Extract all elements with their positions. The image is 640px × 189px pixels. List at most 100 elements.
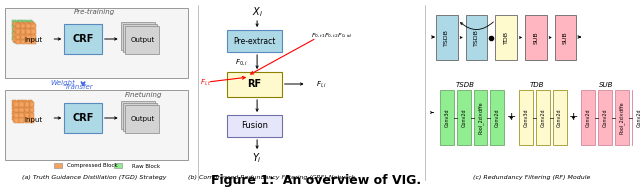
FancyBboxPatch shape (25, 108, 29, 112)
FancyBboxPatch shape (29, 106, 33, 111)
FancyBboxPatch shape (28, 105, 32, 110)
FancyBboxPatch shape (13, 27, 18, 31)
FancyBboxPatch shape (29, 112, 33, 116)
FancyBboxPatch shape (29, 26, 33, 31)
FancyBboxPatch shape (28, 100, 32, 105)
FancyBboxPatch shape (14, 28, 19, 32)
FancyBboxPatch shape (495, 15, 517, 60)
FancyBboxPatch shape (25, 33, 29, 37)
FancyBboxPatch shape (30, 28, 35, 32)
Text: Conv2d: Conv2d (586, 108, 591, 127)
FancyBboxPatch shape (26, 40, 31, 44)
FancyBboxPatch shape (30, 118, 35, 123)
FancyBboxPatch shape (13, 32, 17, 36)
FancyBboxPatch shape (22, 105, 27, 110)
Text: $Y_i$: $Y_i$ (252, 151, 262, 165)
Text: Figure 1:  An overview of VIG.: Figure 1: An overview of VIG. (211, 174, 422, 187)
FancyBboxPatch shape (632, 90, 640, 145)
FancyBboxPatch shape (54, 163, 62, 168)
Text: Pre-training: Pre-training (74, 9, 115, 15)
FancyBboxPatch shape (553, 90, 566, 145)
FancyBboxPatch shape (123, 103, 157, 131)
Text: TSDB: TSDB (444, 29, 449, 46)
FancyBboxPatch shape (17, 111, 22, 115)
Text: TDB: TDB (504, 31, 509, 44)
FancyBboxPatch shape (13, 112, 17, 116)
FancyBboxPatch shape (120, 101, 156, 129)
FancyBboxPatch shape (22, 20, 27, 25)
FancyBboxPatch shape (25, 22, 29, 27)
FancyBboxPatch shape (120, 22, 156, 50)
FancyBboxPatch shape (13, 32, 18, 37)
FancyBboxPatch shape (16, 40, 20, 44)
FancyBboxPatch shape (19, 22, 23, 26)
FancyBboxPatch shape (64, 24, 102, 54)
FancyBboxPatch shape (20, 23, 24, 27)
FancyBboxPatch shape (19, 37, 23, 42)
FancyBboxPatch shape (29, 32, 33, 36)
FancyBboxPatch shape (24, 22, 28, 26)
FancyBboxPatch shape (555, 15, 577, 60)
FancyBboxPatch shape (29, 37, 33, 42)
FancyBboxPatch shape (19, 118, 24, 123)
FancyBboxPatch shape (25, 28, 29, 33)
FancyBboxPatch shape (13, 117, 17, 122)
FancyBboxPatch shape (5, 90, 188, 160)
Text: Conv2d: Conv2d (461, 108, 467, 127)
Text: +: + (506, 112, 516, 122)
Text: CRF: CRF (72, 113, 93, 123)
FancyBboxPatch shape (13, 106, 17, 111)
FancyBboxPatch shape (30, 33, 35, 37)
FancyBboxPatch shape (24, 37, 28, 42)
FancyBboxPatch shape (13, 21, 17, 26)
FancyBboxPatch shape (21, 29, 26, 34)
FancyBboxPatch shape (22, 36, 27, 40)
FancyBboxPatch shape (525, 15, 547, 60)
FancyBboxPatch shape (21, 24, 26, 28)
FancyBboxPatch shape (114, 163, 122, 168)
Text: Pool_2d×dffe: Pool_2d×dffe (619, 101, 625, 134)
FancyBboxPatch shape (15, 39, 19, 43)
Text: Conv2d: Conv2d (557, 108, 562, 127)
Text: Pre-extract: Pre-extract (233, 36, 275, 46)
FancyBboxPatch shape (28, 116, 32, 120)
Text: Conv2d: Conv2d (540, 108, 545, 127)
FancyBboxPatch shape (19, 37, 23, 42)
FancyBboxPatch shape (28, 111, 32, 115)
FancyBboxPatch shape (19, 26, 23, 31)
FancyBboxPatch shape (30, 28, 35, 33)
FancyBboxPatch shape (14, 108, 19, 112)
FancyBboxPatch shape (25, 38, 29, 43)
FancyBboxPatch shape (19, 106, 23, 111)
Text: Weight: Weight (50, 80, 75, 86)
FancyBboxPatch shape (12, 116, 16, 120)
Text: Conv2d: Conv2d (636, 108, 640, 127)
Text: +: + (569, 112, 578, 122)
FancyBboxPatch shape (12, 20, 16, 25)
FancyBboxPatch shape (123, 24, 157, 52)
FancyBboxPatch shape (13, 37, 17, 42)
FancyBboxPatch shape (26, 35, 31, 39)
Text: Finetuning: Finetuning (125, 92, 162, 98)
FancyBboxPatch shape (25, 28, 29, 32)
FancyBboxPatch shape (28, 25, 32, 30)
Text: Conv2d: Conv2d (603, 108, 607, 127)
FancyBboxPatch shape (24, 106, 28, 111)
FancyBboxPatch shape (30, 22, 35, 27)
FancyBboxPatch shape (14, 22, 19, 27)
FancyBboxPatch shape (28, 31, 32, 35)
FancyBboxPatch shape (21, 35, 26, 39)
FancyBboxPatch shape (436, 15, 458, 60)
FancyBboxPatch shape (29, 22, 33, 26)
FancyBboxPatch shape (519, 90, 533, 145)
FancyBboxPatch shape (19, 33, 24, 37)
FancyBboxPatch shape (24, 26, 28, 31)
FancyBboxPatch shape (24, 21, 28, 26)
FancyBboxPatch shape (19, 28, 24, 32)
FancyBboxPatch shape (19, 32, 23, 37)
FancyBboxPatch shape (13, 101, 17, 106)
FancyBboxPatch shape (19, 32, 23, 36)
Text: $F_{0,t1}F_{0,t2}F_{0,td}$: $F_{0,t1}F_{0,t2}F_{0,td}$ (312, 32, 353, 40)
FancyBboxPatch shape (22, 31, 27, 35)
FancyBboxPatch shape (30, 102, 35, 107)
